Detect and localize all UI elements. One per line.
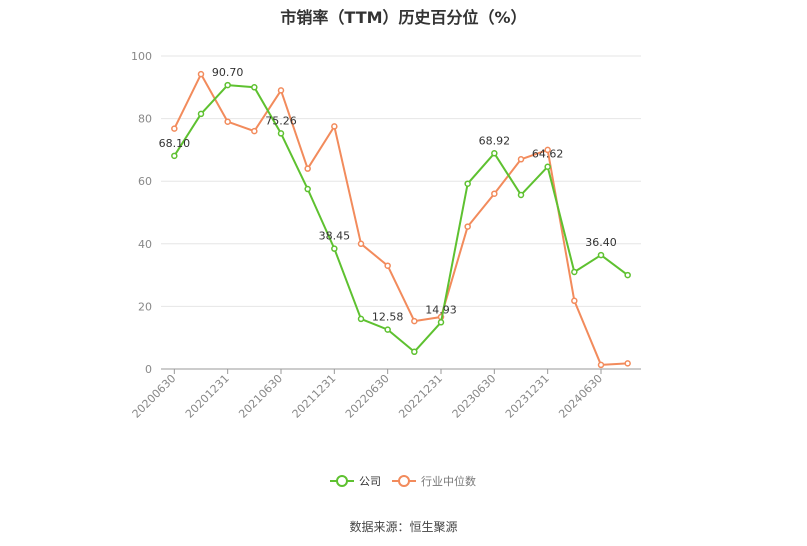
data-point (411, 348, 418, 356)
legend-swatch-marker (336, 475, 348, 487)
data-label: 68.92 (479, 134, 511, 147)
data-label: 64.62 (532, 148, 564, 161)
data-point (597, 361, 605, 369)
data-point (251, 84, 258, 91)
data-point (251, 127, 258, 135)
y-tick-label: 20 (138, 300, 152, 313)
chart-title: 市销率（TTM）历史百分位（%） (280, 8, 527, 27)
data-point (517, 191, 525, 199)
data-point (544, 163, 551, 170)
y-tick-label: 40 (138, 238, 152, 251)
data-point (357, 315, 365, 323)
legend-swatch-marker (398, 475, 410, 487)
y-tick-label: 80 (138, 113, 152, 126)
data-label: 14.93 (425, 303, 457, 316)
data-point (411, 317, 418, 325)
x-tick-label: 20221231 (396, 372, 445, 421)
data-point (544, 146, 551, 154)
x-tick-label: 20210630 (236, 372, 285, 421)
data-point (304, 185, 311, 193)
x-tick-label: 20200630 (130, 372, 179, 421)
data-point (277, 130, 285, 137)
y-tick-label: 100 (131, 50, 152, 63)
data-point (277, 87, 285, 94)
data-point (491, 190, 498, 197)
data-point (171, 125, 178, 132)
x-tick-label: 20230630 (450, 372, 499, 421)
x-tick-label: 20231231 (503, 372, 552, 421)
data-point (304, 165, 311, 172)
y-tick-label: 0 (145, 363, 152, 376)
data-point (571, 268, 578, 276)
data-point (384, 326, 391, 333)
data-label: 12.58 (372, 311, 404, 324)
series-line (173, 84, 629, 353)
data-label: 38.45 (319, 230, 351, 243)
x-tick-label: 20211231 (290, 372, 339, 421)
data-label: 90.70 (212, 66, 244, 79)
series-line (173, 73, 628, 366)
data-point (517, 156, 525, 163)
data-point (197, 110, 205, 118)
data-label: 36.40 (585, 236, 617, 249)
data-point (464, 223, 471, 230)
data-point (437, 319, 445, 326)
data-point (197, 70, 205, 78)
data-point (384, 262, 391, 269)
data-point (571, 297, 578, 305)
data-point (491, 150, 498, 157)
data-point (357, 240, 365, 248)
data-point (224, 118, 231, 125)
data-point (331, 123, 338, 130)
x-tick-label: 20201231 (183, 372, 232, 421)
data-label: 75.26 (265, 114, 297, 127)
data-point (171, 152, 178, 160)
y-tick-label: 60 (138, 175, 152, 188)
x-tick-label: 20220630 (343, 372, 392, 421)
legend-label: 公司 (359, 475, 381, 488)
data-label: 68.10 (159, 137, 191, 150)
data-point (624, 271, 631, 279)
data-point (331, 245, 338, 252)
x-tick-label: 20240630 (556, 372, 605, 421)
data-point (624, 360, 631, 367)
data-point (597, 251, 605, 259)
data-source: 数据来源：恒生聚源 (349, 520, 458, 534)
data-point (224, 81, 231, 89)
legend-label: 行业中位数 (421, 474, 476, 488)
data-point (464, 180, 471, 187)
